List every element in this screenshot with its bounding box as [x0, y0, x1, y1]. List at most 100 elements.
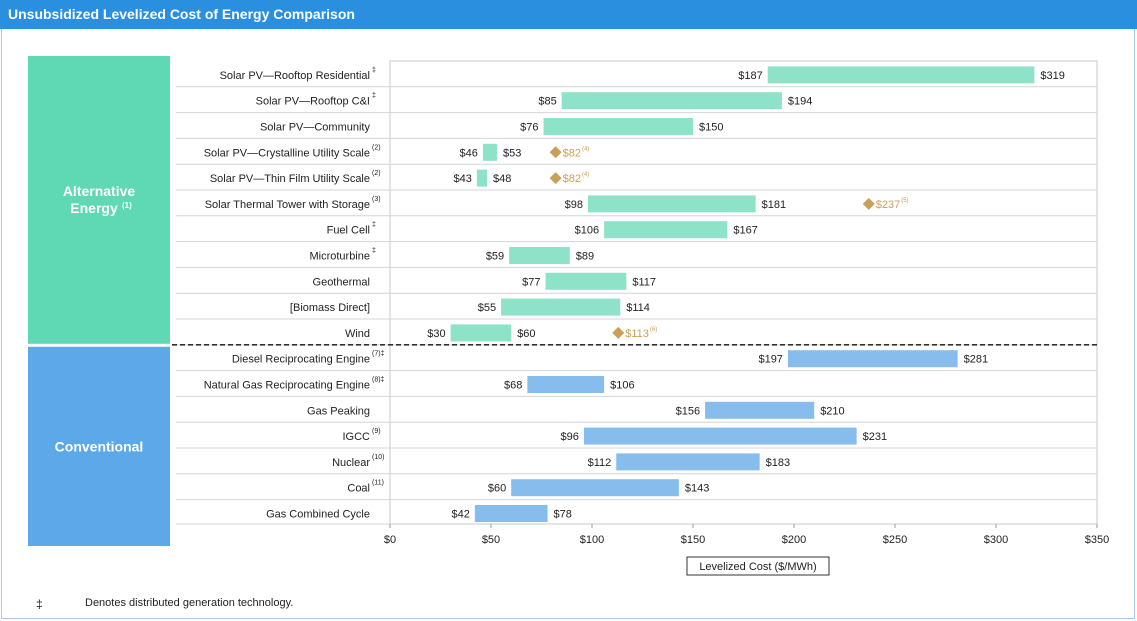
category-label: Nuclear — [332, 457, 370, 469]
range-bar — [527, 376, 605, 393]
plot-area — [389, 60, 1098, 525]
marker-diamond — [612, 326, 625, 339]
low-value-label: $60 — [488, 483, 506, 495]
marker-diamond — [862, 197, 875, 210]
category-label: Coal — [347, 483, 370, 495]
category-label: Microturbine — [309, 251, 370, 263]
range-bar — [450, 324, 512, 342]
low-value-label: $187 — [738, 70, 762, 82]
category-label: Diesel Reciprocating Engine — [232, 354, 370, 366]
category-label: Solar PV—Rooftop Residential — [220, 70, 370, 82]
category-footnote: (2) — [372, 170, 381, 177]
title-bar: Unsubsidized Levelized Cost of Energy Co… — [0, 0, 1137, 29]
low-value-label: $156 — [676, 405, 700, 417]
x-tick-label: $100 — [580, 534, 604, 546]
range-bar — [474, 505, 548, 522]
high-value-label: $53 — [503, 147, 521, 159]
x-tick-label: $300 — [984, 534, 1008, 546]
category-label: Solar PV—Crystalline Utility Scale — [204, 147, 370, 159]
category-footnote: (8)‡ — [372, 377, 385, 384]
low-value-label: $98 — [565, 199, 583, 211]
category-footnote: (10) — [372, 454, 384, 461]
range-bar — [501, 298, 621, 316]
high-value-label: $114 — [626, 302, 650, 314]
category-label: Wind — [345, 328, 370, 340]
category-label: Solar PV—Rooftop C&I — [256, 96, 370, 108]
category-footnote: ‡ — [372, 67, 376, 74]
high-value-label: $89 — [576, 251, 594, 263]
category-label: Gas Peaking — [307, 405, 370, 417]
low-value-label: $76 — [520, 122, 538, 134]
range-bar — [583, 427, 857, 445]
range-bar — [509, 247, 570, 264]
high-value-label: $194 — [788, 96, 812, 108]
x-tick-label: $250 — [883, 534, 907, 546]
chart-frame — [1, 29, 1135, 619]
marker-label: $113 — [625, 328, 649, 340]
category-label: Solar PV—Community — [260, 122, 371, 134]
high-value-label: $183 — [766, 457, 790, 469]
group-panel-conventional — [28, 346, 170, 546]
group-label-alternative-sup: (1) — [122, 201, 132, 210]
low-value-label: $112 — [588, 457, 612, 469]
high-value-label: $60 — [517, 328, 535, 340]
x-tick-label: $200 — [782, 534, 806, 546]
range-bar — [616, 453, 760, 471]
range-bar — [545, 272, 627, 290]
chart-title: Unsubsidized Levelized Cost of Energy Co… — [8, 6, 355, 22]
low-value-label: $59 — [486, 251, 504, 263]
category-footnote: ‡ — [372, 248, 376, 255]
group-label-conventional: Conventional — [55, 438, 144, 454]
low-value-label: $106 — [575, 225, 599, 237]
x-tick-label: $150 — [681, 534, 705, 546]
category-label: Solar PV—Thin Film Utility Scale — [210, 173, 370, 185]
category-footnote: ‡ — [372, 222, 376, 229]
marker-footnote: (5) — [901, 198, 908, 204]
category-footnote: (7)‡ — [372, 351, 385, 358]
x-axis-label-box — [686, 556, 830, 576]
low-value-label: $96 — [561, 431, 579, 443]
low-value-label: $197 — [758, 354, 782, 366]
category-footnote: (2) — [372, 144, 381, 151]
x-tick-label: $50 — [482, 534, 500, 546]
range-bar — [476, 169, 487, 187]
category-label: Solar Thermal Tower with Storage — [205, 199, 370, 211]
range-bar — [587, 195, 756, 213]
category-footnote: ‡ — [372, 93, 376, 100]
x-tick-label: $350 — [1085, 534, 1109, 546]
category-footnote: (3) — [372, 196, 381, 203]
low-value-label: $43 — [454, 173, 472, 185]
marker-footnote: (4) — [582, 146, 589, 152]
range-bar — [561, 92, 782, 110]
high-value-label: $167 — [733, 225, 757, 237]
high-value-label: $106 — [610, 380, 634, 392]
category-label: Gas Combined Cycle — [266, 509, 370, 521]
range-bar — [482, 143, 498, 161]
x-tick-label: $0 — [384, 534, 396, 546]
group-panel-alternative — [28, 56, 170, 344]
range-bar — [705, 401, 815, 419]
category-label: Fuel Cell — [327, 225, 370, 237]
marker-label: $82 — [563, 147, 581, 159]
high-value-label: $150 — [699, 122, 723, 134]
range-bar — [787, 350, 958, 368]
range-bar — [543, 118, 693, 135]
category-label: Geothermal — [313, 276, 370, 288]
marker-label: $82 — [563, 173, 581, 185]
marker-footnote: (4) — [582, 172, 589, 178]
low-value-label: $55 — [478, 302, 496, 314]
category-footnote: (9) — [372, 428, 381, 435]
category-footnote: (11) — [372, 480, 384, 487]
high-value-label: $78 — [554, 509, 572, 521]
group-label-alternative-line2: Energy — [70, 200, 118, 216]
high-value-label: $281 — [964, 354, 988, 366]
high-value-label: $117 — [632, 276, 656, 288]
category-label: Natural Gas Reciprocating Engine — [204, 380, 370, 392]
range-bar — [604, 221, 728, 239]
high-value-label: $231 — [863, 431, 887, 443]
marker-diamond — [549, 146, 562, 159]
low-value-label: $77 — [522, 276, 540, 288]
category-label: [Biomass Direct] — [290, 302, 370, 314]
group-label-alternative: Alternative — [63, 183, 136, 199]
marker-diamond — [549, 172, 562, 185]
